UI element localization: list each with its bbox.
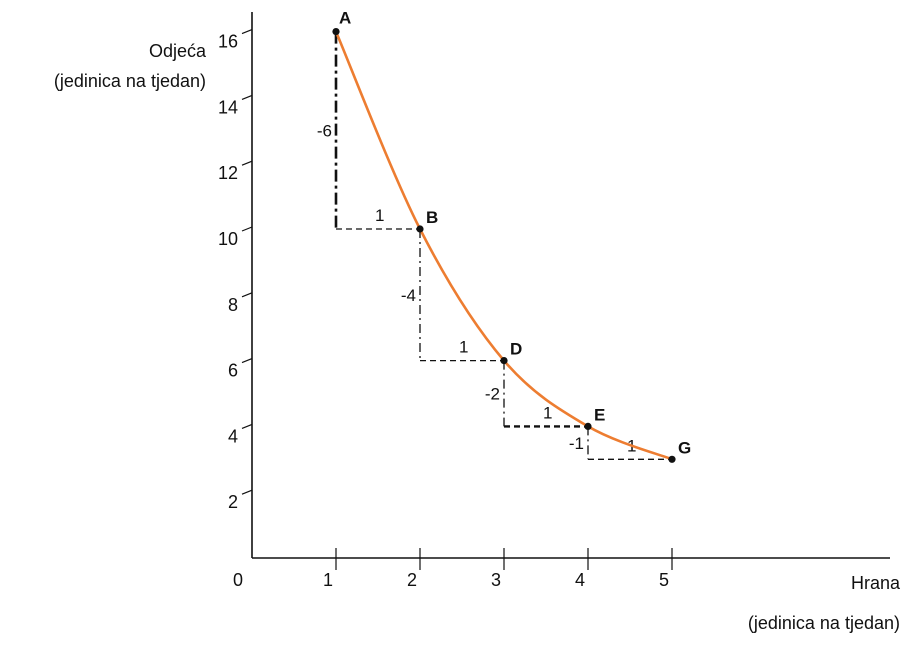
step-dx-label: 1 <box>459 338 468 357</box>
origin-label: 0 <box>233 570 243 590</box>
y-tick-mark <box>241 226 253 232</box>
y-tick-label: 14 <box>218 97 238 117</box>
y-tick-label: 16 <box>218 32 238 52</box>
y-tick-mark <box>241 292 253 298</box>
point-label-d: D <box>510 340 522 359</box>
x-axis-label-line1: Hrana <box>850 573 900 593</box>
point-label-b: B <box>426 208 438 227</box>
y-axis-label: Odjeća (jedinica na tjedan) <box>0 38 206 102</box>
step-dx-label: 1 <box>375 206 384 225</box>
point-label-g: G <box>678 438 691 457</box>
y-tick-label: 4 <box>228 426 238 446</box>
step-dy-label: -2 <box>485 385 500 404</box>
point-g <box>668 455 676 463</box>
y-tick-label: 2 <box>228 492 238 512</box>
point-label-e: E <box>594 405 605 424</box>
y-tick-mark <box>241 489 253 495</box>
x-tick-label: 5 <box>659 570 669 590</box>
x-tick-label: 3 <box>491 570 501 590</box>
x-tick-label: 2 <box>407 570 417 590</box>
point-a <box>332 28 340 36</box>
step-dy-label: -6 <box>317 121 332 140</box>
y-axis-label-line1: Odjeća <box>148 41 206 61</box>
step-dx-label: 1 <box>543 403 552 422</box>
step-dy-label: -1 <box>569 434 584 453</box>
y-tick-label: 8 <box>228 295 238 315</box>
y-tick-mark <box>241 94 253 100</box>
y-tick-mark <box>241 160 253 166</box>
y-axis-label-line2: (jedinica na tjedan) <box>53 71 206 91</box>
indifference-curve <box>334 31 673 461</box>
point-d <box>500 357 508 365</box>
point-e <box>584 422 592 430</box>
x-tick-label: 4 <box>575 570 585 590</box>
y-tick-label: 12 <box>218 163 238 183</box>
y-tick-mark <box>241 29 253 35</box>
x-axis-label: Hrana (jedinica na tjedan) <box>600 573 900 658</box>
y-tick-mark <box>241 358 253 364</box>
y-tick-label: 6 <box>228 361 238 381</box>
y-tick-label: 10 <box>218 229 238 249</box>
step-dy-label: -4 <box>401 286 416 305</box>
point-b <box>416 225 424 233</box>
y-tick-mark <box>241 423 253 429</box>
point-label-a: A <box>339 9 351 28</box>
x-axis-label-line2: (jedinica na tjedan) <box>747 613 900 633</box>
x-tick-label: 1 <box>323 570 333 590</box>
